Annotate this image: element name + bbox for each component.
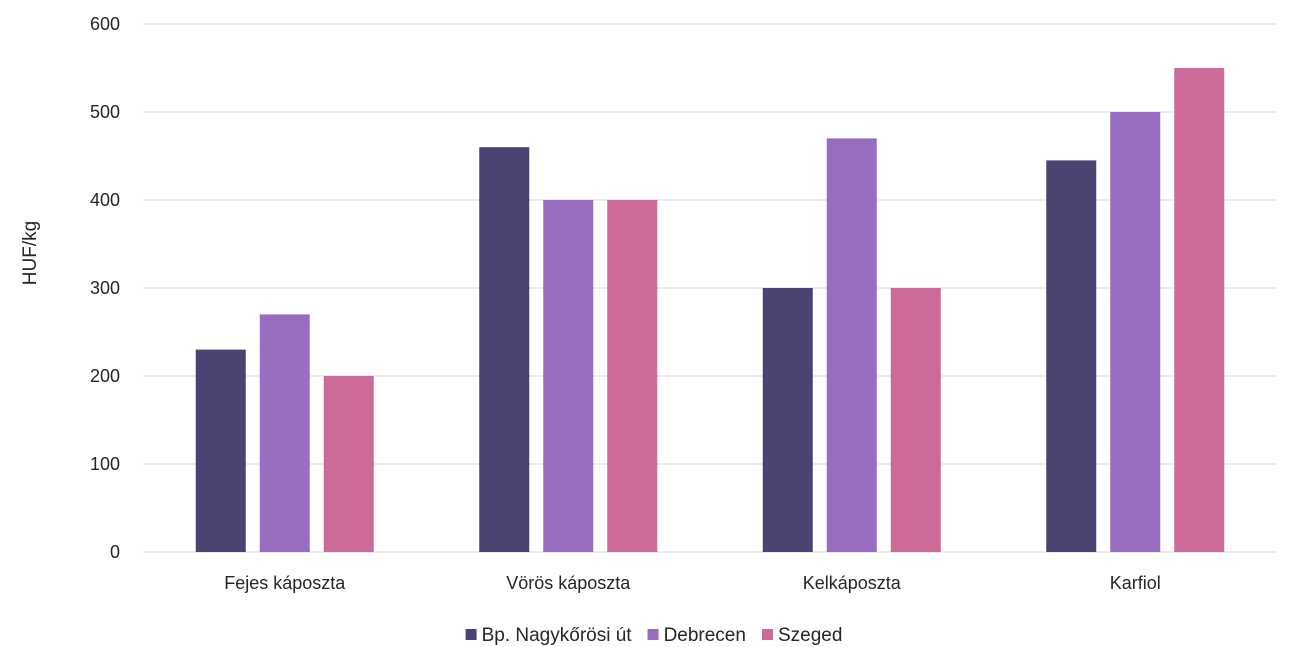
legend-swatch: [761, 629, 773, 640]
bar-szeged-2: [890, 288, 941, 552]
x-tick-label: Karfiol: [1110, 573, 1161, 593]
y-tick-label: 300: [90, 278, 120, 298]
y-tick-label: 0: [110, 542, 120, 562]
legend-swatch: [647, 629, 659, 640]
y-axis-ticks: 0 100 200 300 400 500 600: [90, 14, 120, 562]
bar-debrecen-0: [259, 314, 310, 552]
legend: Bp. Nagykőrösi út Debrecen Szeged: [465, 625, 842, 646]
y-tick-label: 600: [90, 14, 120, 34]
bar-szeged-0: [323, 376, 374, 552]
bar-bp-nagyk-r-si-t-0: [195, 349, 246, 552]
bar-szeged-1: [607, 200, 658, 552]
x-tick-label: Vörös káposzta: [506, 573, 631, 593]
x-tick-label: Fejes káposzta: [224, 573, 346, 593]
bar-debrecen-3: [1110, 112, 1161, 552]
legend-swatch: [465, 629, 477, 640]
x-tick-label: Kelkáposzta: [803, 573, 902, 593]
bar-szeged-3: [1174, 68, 1225, 552]
x-axis-ticks: Fejes káposzta Vörös káposzta Kelkáposzta K…: [224, 573, 1161, 593]
bar-debrecen-1: [543, 200, 594, 552]
bar-bp-nagyk-r-si-t-1: [479, 147, 530, 552]
bar-bp-nagyk-r-si-t-2: [762, 288, 813, 552]
legend-label: Szeged: [778, 625, 842, 646]
y-tick-label: 200: [90, 366, 120, 386]
bars: [195, 68, 1225, 552]
y-tick-label: 400: [90, 190, 120, 210]
y-tick-label: 100: [90, 454, 120, 474]
y-tick-label: 500: [90, 102, 120, 122]
gridlines: [143, 23, 1277, 553]
legend-label: Debrecen: [664, 625, 746, 646]
bar-debrecen-2: [826, 138, 877, 552]
legend-label: Bp. Nagykőrösi út: [482, 625, 633, 646]
y-axis-label: HUF/kg: [20, 221, 41, 285]
bar-bp-nagyk-r-si-t-3: [1046, 160, 1097, 552]
